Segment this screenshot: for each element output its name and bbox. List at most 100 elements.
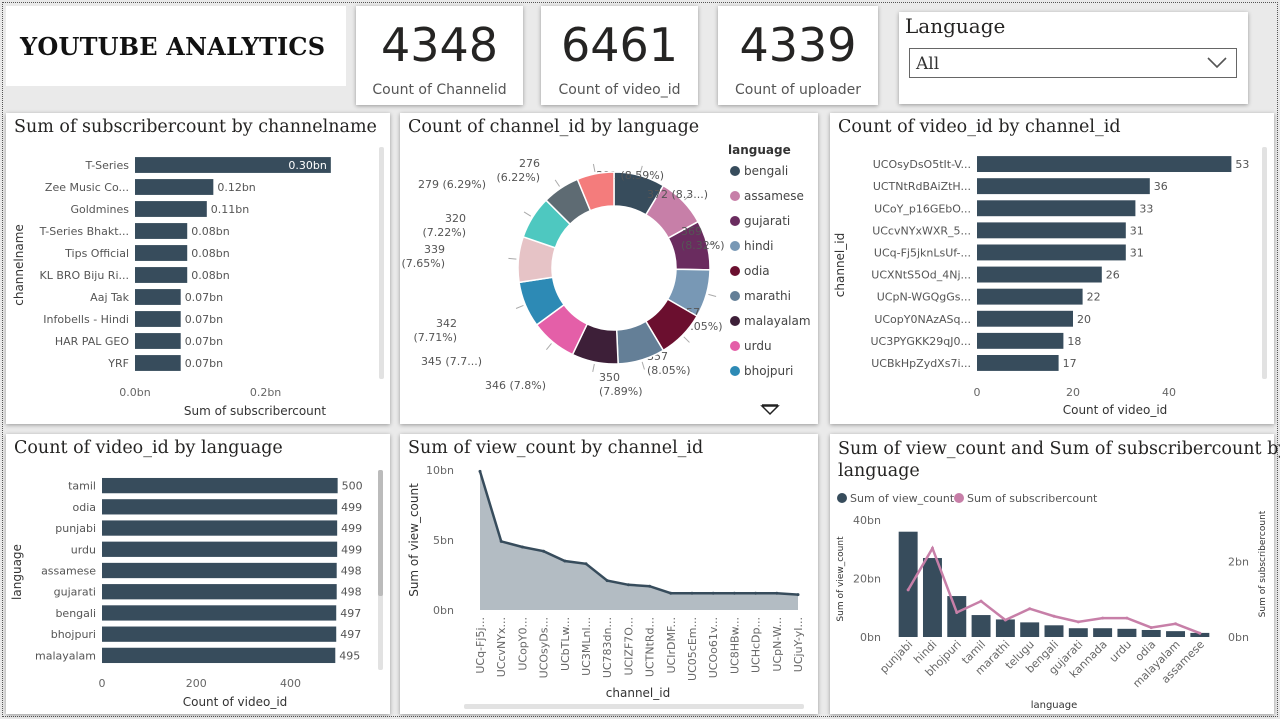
x-tick-label: UC05cEm... (686, 617, 699, 681)
x-tick-label: UC3MLnl... (580, 617, 593, 676)
bar (1093, 628, 1113, 637)
data-point (1028, 607, 1032, 611)
legend-marker (730, 366, 740, 376)
leader-line (554, 179, 560, 187)
data-label: 499 (341, 543, 362, 556)
bar (102, 647, 336, 664)
area-fill (480, 471, 798, 610)
data-label: 17 (1063, 357, 1077, 370)
x-tick-label: UCTNtRd... (644, 617, 657, 677)
x-tick-label: UCbTLw... (559, 617, 572, 671)
data-label: 497 (340, 607, 361, 620)
data-point (605, 579, 609, 583)
bar (1190, 632, 1210, 637)
x-tick-label: UCjuY-yI... (792, 617, 805, 672)
legend-marker (730, 291, 740, 301)
legend-marker (730, 241, 740, 251)
x-tick-label: urdu (1107, 638, 1134, 665)
panel-videos-by-language: Count of video_id by language tamil 500 od… (6, 434, 390, 714)
kpi-channel-count-card[interactable]: 4348 Count of Channelid (356, 6, 523, 105)
slice-data-label: 372 (8.3...) (647, 188, 708, 201)
legend-marker (730, 316, 740, 326)
legend-marker (730, 216, 740, 226)
bar (102, 626, 337, 642)
category-tick-label: bengali (55, 607, 96, 620)
x-axis-title: Sum of subscribercount (184, 404, 327, 418)
leader-line (508, 257, 517, 260)
leader-line (523, 211, 532, 217)
data-label: 499 (341, 522, 362, 535)
data-label: 33 (1139, 202, 1153, 215)
bar (898, 531, 918, 637)
data-point (955, 610, 959, 614)
panel-title-line2: language (838, 461, 920, 481)
bar (947, 596, 967, 637)
kpi-video-count-card[interactable]: 6461 Count of video_id (541, 6, 698, 105)
x-tick-label: UCOo61v... (707, 617, 720, 678)
data-label: 498 (341, 565, 362, 578)
videos-by-language-bar-chart[interactable]: tamil 500 odia 499 punjabi 499 urdu 499 assamese… (6, 434, 390, 714)
data-point (1174, 622, 1178, 626)
subscribers-bar-chart[interactable]: T-Series 0.30bn Zee Music Co... 0.12bn Goldm… (6, 113, 390, 424)
data-label: 0.30bn (288, 159, 326, 172)
videos-by-channel-bar-chart[interactable]: UCOsyDsO5tIt-V... 53 UCTNtRdBAiZtH... 36 UCo… (830, 113, 1274, 424)
legend-entry: Sum of subscribercount (967, 492, 1098, 505)
bar (135, 267, 188, 283)
language-donut-chart[interactable]: 381 (8.59%)372 (8.3...)369(8.32%)357(8.0… (400, 113, 818, 424)
slice-data-label: 369 (681, 225, 702, 238)
data-point (478, 469, 482, 473)
data-point (1149, 626, 1153, 630)
x-axis-title: language (1031, 700, 1078, 711)
bar (1068, 628, 1088, 637)
bar (977, 310, 1073, 327)
combo-bar-line-chart[interactable]: Sum of view_count Sum of subscribercount 0… (830, 434, 1274, 714)
data-point (930, 546, 934, 550)
x-axis-title: Count of video_id (183, 695, 288, 709)
legend-marker (730, 266, 740, 276)
category-tick-label: urdu (71, 543, 96, 556)
leader-line (592, 163, 596, 172)
x-tick-label: 0.0bn (119, 386, 150, 399)
data-point (796, 593, 800, 597)
legend-marker (730, 166, 740, 176)
category-tick-label: T-Series (84, 159, 129, 172)
donut-slice (576, 171, 615, 212)
chevron-down-icon (1206, 51, 1228, 77)
category-tick-label: KL BRO Biju Ri... (40, 269, 130, 282)
x-tick-label: UCIZF7O... (622, 617, 635, 676)
category-tick-label: odia (72, 501, 96, 514)
data-point (711, 591, 715, 595)
category-tick-label: malayalam (35, 649, 96, 662)
data-label: 0.08bn (191, 269, 229, 282)
panel-title: Count of video_id by channel_id (838, 117, 1121, 137)
leader-line (546, 343, 552, 350)
category-tick-label: Zee Music Co... (45, 181, 129, 194)
y2-tick-label: 0bn (1228, 631, 1249, 644)
slicer-title: Language (905, 14, 1006, 38)
bar (977, 222, 1126, 239)
legend-entry: marathi (744, 289, 791, 303)
page-title: YOUTUBE ANALYTICS (20, 32, 326, 61)
category-tick-label: HAR PAL GEO (55, 335, 129, 348)
bar (135, 223, 188, 239)
legend-title: language (728, 143, 791, 157)
scrollbar (1262, 147, 1267, 379)
data-label: 36 (1154, 180, 1168, 193)
slice-data-label: 350 (599, 371, 620, 384)
data-label: 497 (340, 628, 361, 641)
views-area-chart[interactable]: 0bn 5bn 10bn UCq-Fj5j... UCcvNYx... UCopY0...… (400, 434, 818, 714)
data-point (648, 584, 652, 588)
slice-data-label: (7.89%) (599, 385, 643, 398)
x-tick-label: 200 (186, 677, 207, 690)
y-axis-title: channel_id (833, 233, 847, 297)
kpi-uploader-count-card[interactable]: 4339 Count of uploader (718, 6, 878, 105)
x-tick-label: UC8HBw... (728, 617, 741, 674)
legend-marker (837, 493, 847, 503)
legend-entry: urdu (744, 339, 772, 353)
category-tick-label: YRF (107, 357, 129, 370)
data-label: 20 (1077, 313, 1091, 326)
bar (1044, 625, 1064, 637)
y-axis-title: channelname (12, 224, 26, 306)
language-dropdown[interactable]: All (909, 48, 1237, 78)
leader-line (708, 293, 717, 298)
